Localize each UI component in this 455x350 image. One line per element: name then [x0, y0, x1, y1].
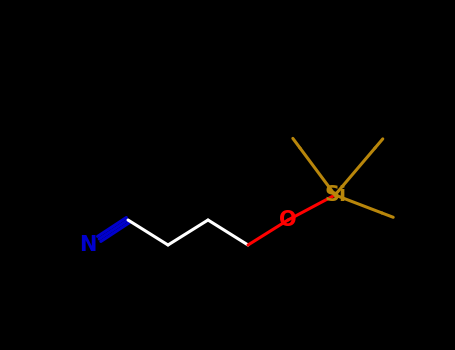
Text: O: O [279, 210, 297, 230]
Text: Si: Si [325, 185, 347, 205]
Text: N: N [79, 235, 96, 255]
